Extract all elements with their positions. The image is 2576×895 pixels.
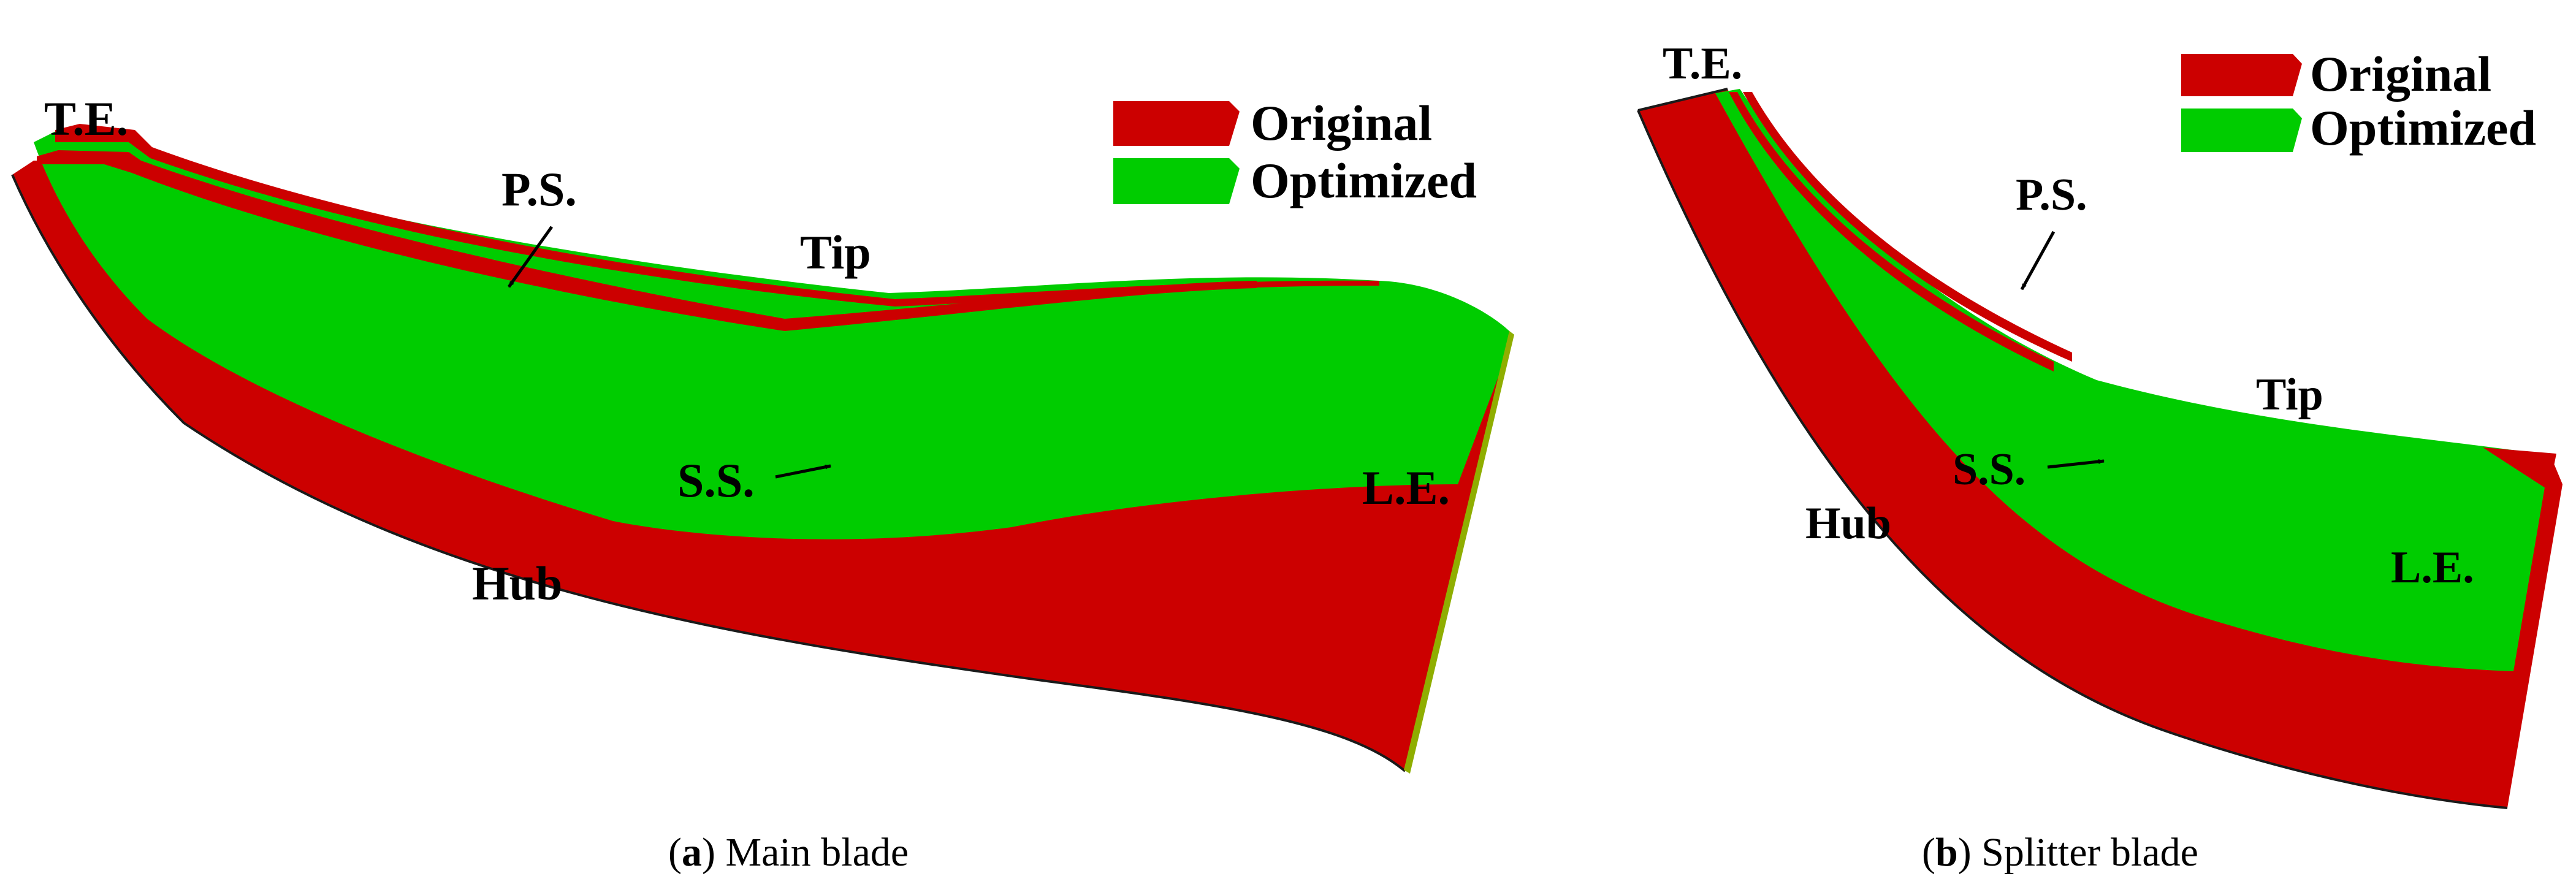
main-legend-optimized-swatch <box>1113 158 1240 204</box>
splitter-legend-original-swatch <box>2181 54 2302 96</box>
main-caption-open: ( <box>668 830 682 875</box>
splitter-ss-arrow <box>2047 459 2105 469</box>
main-ss-label: S.S. <box>677 454 755 507</box>
main-legend-original-swatch <box>1113 101 1240 146</box>
splitter-tip-label: Tip <box>2256 370 2323 420</box>
splitter-ss-label: S.S. <box>1953 444 2025 495</box>
splitter-legend: Original Optimized <box>2181 46 2536 156</box>
splitter-caption-rest: ) Splitter blade <box>1958 830 2198 875</box>
splitter-blade-le-corner <box>2483 448 2556 490</box>
main-legend: Original Optimized <box>1113 95 1477 208</box>
panel-a-main-blade: T.E. P.S. Tip S.S. L.E. Hub Original Opt… <box>11 92 1514 875</box>
splitter-caption-letter: b <box>1935 830 1958 875</box>
main-legend-original-label: Original <box>1251 95 1432 151</box>
splitter-le-label: L.E. <box>2391 543 2474 593</box>
panel-b-splitter-blade: T.E. P.S. Tip S.S. L.E. Hub Original Opt… <box>1637 39 2563 875</box>
main-legend-optimized-label: Optimized <box>1251 153 1477 208</box>
splitter-legend-optimized-entry: Optimized <box>2181 100 2536 156</box>
splitter-hub-label: Hub <box>1805 498 1891 549</box>
main-blade-le-edge <box>1404 331 1514 774</box>
main-ps-arrow <box>507 226 554 288</box>
main-le-label: L.E. <box>1362 461 1450 514</box>
splitter-caption: (b) Splitter blade <box>1922 830 2198 875</box>
splitter-ps-arrow <box>2020 230 2056 291</box>
splitter-ps-label: P.S. <box>2016 170 2087 220</box>
splitter-legend-original-label: Original <box>2310 46 2491 102</box>
main-caption: (a) Main blade <box>668 830 909 875</box>
main-hub-label: Hub <box>472 557 562 610</box>
splitter-blade-optimized-surface <box>1715 89 2550 671</box>
main-te-label: T.E. <box>44 92 128 145</box>
main-ps-label: P.S. <box>501 162 577 216</box>
splitter-te-label: T.E. <box>1663 39 1742 89</box>
splitter-caption-open: ( <box>1922 830 1935 875</box>
splitter-legend-optimized-label: Optimized <box>2310 100 2536 156</box>
main-caption-rest: ) Main blade <box>702 830 909 875</box>
splitter-legend-original-entry: Original <box>2181 46 2491 102</box>
main-tip-label: Tip <box>800 226 871 279</box>
splitter-blade-tip-outline <box>1637 88 1728 112</box>
main-blade-hub-outline <box>11 174 1406 772</box>
main-ss-arrow <box>775 464 831 479</box>
main-caption-letter: a <box>682 830 702 875</box>
main-legend-original-entry: Original <box>1113 95 1432 151</box>
main-blade-optimized-surface <box>34 130 1514 539</box>
main-legend-optimized-entry: Optimized <box>1113 153 1477 208</box>
main-blade-original-tip-edge <box>37 150 1257 331</box>
splitter-blade-hub-outline <box>1637 110 2508 809</box>
splitter-legend-optimized-swatch <box>2181 109 2302 152</box>
